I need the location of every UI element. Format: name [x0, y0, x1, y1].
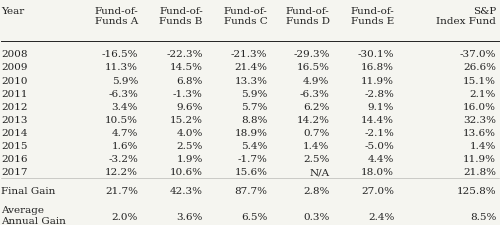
Text: 8.5%: 8.5% [470, 212, 496, 221]
Text: 10.6%: 10.6% [170, 167, 203, 176]
Text: 13.6%: 13.6% [463, 128, 496, 137]
Text: 16.5%: 16.5% [296, 63, 330, 72]
Text: 4.0%: 4.0% [176, 128, 203, 137]
Text: 42.3%: 42.3% [170, 186, 203, 195]
Text: N/A: N/A [310, 167, 330, 176]
Text: 21.4%: 21.4% [234, 63, 268, 72]
Text: 13.3%: 13.3% [234, 76, 268, 85]
Text: 16.8%: 16.8% [361, 63, 394, 72]
Text: 26.6%: 26.6% [463, 63, 496, 72]
Text: 6.8%: 6.8% [176, 76, 203, 85]
Text: Fund-of-
Funds D: Fund-of- Funds D [286, 7, 330, 26]
Text: 4.9%: 4.9% [303, 76, 330, 85]
Text: -2.1%: -2.1% [364, 128, 394, 137]
Text: Fund-of-
Funds E: Fund-of- Funds E [350, 7, 394, 26]
Text: 4.4%: 4.4% [368, 154, 394, 163]
Text: 5.9%: 5.9% [241, 89, 268, 98]
Text: 15.6%: 15.6% [234, 167, 268, 176]
Text: 9.1%: 9.1% [368, 102, 394, 111]
Text: 2008: 2008 [2, 50, 28, 59]
Text: 11.3%: 11.3% [105, 63, 138, 72]
Text: -30.1%: -30.1% [358, 50, 394, 59]
Text: -6.3%: -6.3% [300, 89, 330, 98]
Text: 18.0%: 18.0% [361, 167, 394, 176]
Text: 11.9%: 11.9% [361, 76, 394, 85]
Text: -3.2%: -3.2% [108, 154, 138, 163]
Text: 10.5%: 10.5% [105, 115, 138, 124]
Text: 4.7%: 4.7% [112, 128, 138, 137]
Text: -2.8%: -2.8% [364, 89, 394, 98]
Text: 2.4%: 2.4% [368, 212, 394, 221]
Text: 2013: 2013 [2, 115, 28, 124]
Text: 2012: 2012 [2, 102, 28, 111]
Text: 2.5%: 2.5% [303, 154, 330, 163]
Text: 8.8%: 8.8% [241, 115, 268, 124]
Text: 5.9%: 5.9% [112, 76, 138, 85]
Text: Fund-of-
Funds A: Fund-of- Funds A [94, 7, 138, 26]
Text: Fund-of-
Funds C: Fund-of- Funds C [224, 7, 268, 26]
Text: 14.5%: 14.5% [170, 63, 203, 72]
Text: -37.0%: -37.0% [460, 50, 496, 59]
Text: Fund-of-
Funds B: Fund-of- Funds B [159, 7, 203, 26]
Text: 9.6%: 9.6% [176, 102, 203, 111]
Text: 6.2%: 6.2% [303, 102, 330, 111]
Text: 12.2%: 12.2% [105, 167, 138, 176]
Text: 1.4%: 1.4% [303, 141, 330, 150]
Text: Average
Annual Gain: Average Annual Gain [2, 205, 66, 225]
Text: -22.3%: -22.3% [166, 50, 203, 59]
Text: 2.5%: 2.5% [176, 141, 203, 150]
Text: S&P
Index Fund: S&P Index Fund [436, 7, 496, 26]
Text: 6.5%: 6.5% [241, 212, 268, 221]
Text: 11.9%: 11.9% [463, 154, 496, 163]
Text: 2.0%: 2.0% [112, 212, 138, 221]
Text: 125.8%: 125.8% [456, 186, 496, 195]
Text: 3.4%: 3.4% [112, 102, 138, 111]
Text: 3.6%: 3.6% [176, 212, 203, 221]
Text: -16.5%: -16.5% [102, 50, 138, 59]
Text: -1.3%: -1.3% [173, 89, 203, 98]
Text: 2016: 2016 [2, 154, 28, 163]
Text: 21.8%: 21.8% [463, 167, 496, 176]
Text: 2.8%: 2.8% [303, 186, 330, 195]
Text: 2015: 2015 [2, 141, 28, 150]
Text: 1.4%: 1.4% [470, 141, 496, 150]
Text: 2017: 2017 [2, 167, 28, 176]
Text: 1.6%: 1.6% [112, 141, 138, 150]
Text: 27.0%: 27.0% [361, 186, 394, 195]
Text: 2014: 2014 [2, 128, 28, 137]
Text: 1.9%: 1.9% [176, 154, 203, 163]
Text: 87.7%: 87.7% [234, 186, 268, 195]
Text: -29.3%: -29.3% [293, 50, 330, 59]
Text: 14.4%: 14.4% [361, 115, 394, 124]
Text: 2.1%: 2.1% [470, 89, 496, 98]
Text: 0.7%: 0.7% [303, 128, 330, 137]
Text: 2011: 2011 [2, 89, 28, 98]
Text: 15.2%: 15.2% [170, 115, 203, 124]
Text: 0.3%: 0.3% [303, 212, 330, 221]
Text: 16.0%: 16.0% [463, 102, 496, 111]
Text: 2009: 2009 [2, 63, 28, 72]
Text: -1.7%: -1.7% [238, 154, 268, 163]
Text: -21.3%: -21.3% [231, 50, 268, 59]
Text: 32.3%: 32.3% [463, 115, 496, 124]
Text: -5.0%: -5.0% [364, 141, 394, 150]
Text: 21.7%: 21.7% [105, 186, 138, 195]
Text: 5.4%: 5.4% [241, 141, 268, 150]
Text: Year: Year [2, 7, 24, 16]
Text: 15.1%: 15.1% [463, 76, 496, 85]
Text: 2010: 2010 [2, 76, 28, 85]
Text: 5.7%: 5.7% [241, 102, 268, 111]
Text: 18.9%: 18.9% [234, 128, 268, 137]
Text: -6.3%: -6.3% [108, 89, 138, 98]
Text: Final Gain: Final Gain [2, 186, 56, 195]
Text: 14.2%: 14.2% [296, 115, 330, 124]
